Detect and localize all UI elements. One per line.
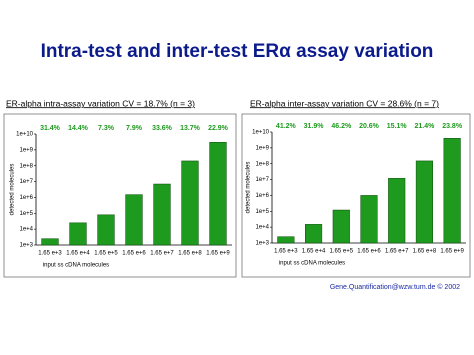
cv-annotation: 33.6% [152,125,173,132]
y-tick-label: 1e+3 [255,241,269,247]
x-tick-label: 1.65 e+6 [122,251,146,257]
y-tick-label: 1e+8 [19,163,33,169]
bar [41,238,59,246]
y-tick-label: 1e+10 [252,130,270,136]
x-tick-label: 1.65 e+6 [357,249,381,255]
y-tick-label: 1e+5 [255,209,269,215]
y-tick-label: 1e+7 [19,179,33,185]
x-tick-label: 1.65 e+5 [94,251,118,257]
x-tick-label: 1.65 e+4 [66,251,90,257]
x-tick-label: 1.65 e+3 [38,251,62,257]
cv-annotation: 22.9% [208,125,229,132]
cv-annotation: 21.4% [414,123,435,130]
bar [277,236,295,244]
x-tick-label: 1.65 e+4 [302,249,326,255]
x-axis-label: input ss cDNA molecules [279,261,345,267]
cv-annotation: 46.2% [331,123,352,130]
cv-annotation: 20.6% [359,123,380,130]
y-tick-label: 1e+10 [16,132,34,138]
y-tick-label: 1e+9 [19,147,33,153]
bar [443,138,461,244]
bar [69,222,87,246]
bar [153,183,171,246]
cv-annotation: 14.4% [68,125,89,132]
y-tick-label: 1e+3 [19,243,33,249]
x-tick-label: 1.65 e+7 [385,249,409,255]
y-tick-label: 1e+7 [255,177,269,183]
x-tick-label: 1.65 e+9 [440,249,464,255]
x-tick-label: 1.65 e+8 [178,251,202,257]
y-tick-label: 1e+4 [255,225,269,231]
slide-title: Intra-test and inter-test ERα assay vari… [41,41,434,62]
cv-annotation: 13.7% [180,125,201,132]
bar [125,194,143,246]
bar [360,195,378,244]
cv-annotation: 7.3% [98,125,115,132]
x-tick-label: 1.65 e+8 [413,249,437,255]
cv-annotation: 41.2% [276,123,297,130]
y-tick-label: 1e+6 [255,193,269,199]
bar [97,214,115,246]
bar [388,178,406,244]
panel-frame [3,113,237,278]
y-tick-label: 1e+4 [19,227,33,233]
cv-annotation: 15.1% [387,123,408,130]
y-axis-label: detected molecules [246,162,252,214]
x-tick-label: 1.65 e+5 [330,249,354,255]
footer: Gene.Quantification@wzw.tum.de © 2002 [330,283,460,291]
cv-annotation: 31.9% [304,123,325,130]
y-tick-label: 1e+6 [19,195,33,201]
panel-title: ER-alpha inter-assay variation CV = 28.6… [250,98,439,108]
bar [332,209,350,244]
x-axis-label: input ss cDNA molecules [43,263,109,269]
cv-annotation: 31.4% [40,125,61,132]
bar [415,160,433,244]
x-tick-label: 1.65 e+9 [206,251,230,257]
y-tick-label: 1e+5 [19,211,33,217]
panel-title: ER-alpha intra-assay variation CV = 18.7… [6,98,195,108]
y-tick-label: 1e+8 [255,161,269,167]
x-tick-label: 1.65 e+7 [150,251,174,257]
cv-annotation: 7.9% [126,125,143,132]
y-axis-label: detected molecules [10,164,16,216]
bar [209,142,227,246]
y-tick-label: 1e+9 [255,145,269,151]
bar [305,224,323,244]
panel-frame [241,113,471,278]
bar [181,160,199,246]
x-tick-label: 1.65 e+3 [274,249,298,255]
cv-annotation: 23.8% [442,123,463,130]
